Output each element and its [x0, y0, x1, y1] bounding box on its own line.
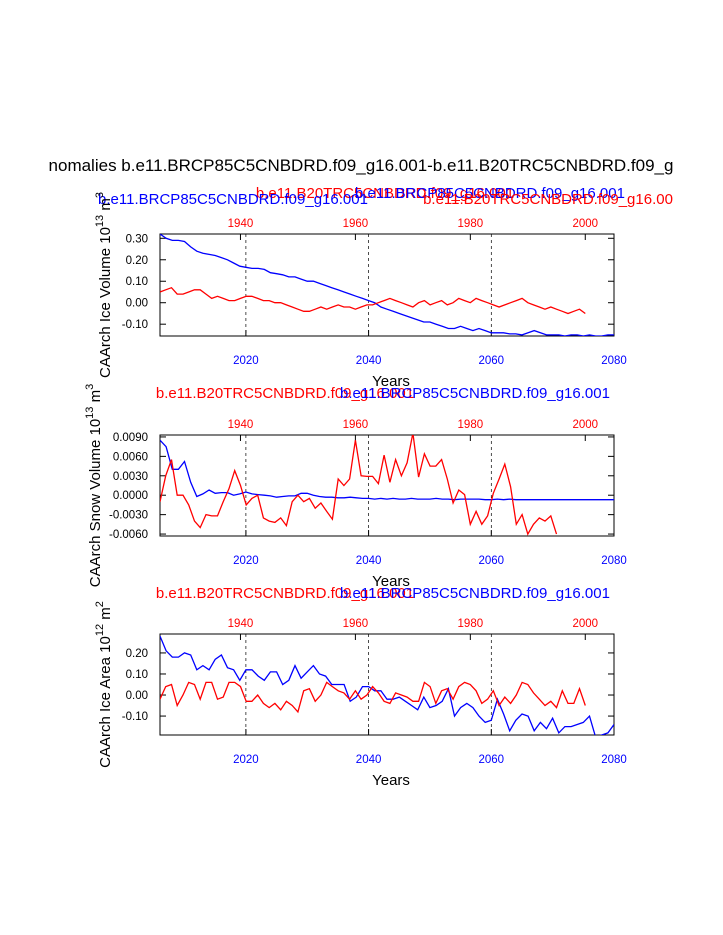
series-line-brcp85 — [160, 234, 614, 336]
bottom-tick-label: 2080 — [601, 555, 627, 567]
chart-panel-ice-area: b.e11.B20TRC5CNBDRD.f09_g16.001b.e11.BRC… — [94, 585, 627, 789]
y-axis-label-exponent: 13 — [84, 407, 96, 419]
top-tick-label: 1940 — [228, 618, 254, 630]
series-line-brcp85 — [160, 439, 614, 501]
y-tick-label: -0.10 — [122, 711, 148, 723]
panel-subtitle-red: b.e11.B20TRC5CNBDRD.f09_g16.00 — [423, 191, 673, 208]
chart-panel-ice-volume: b.e11.B20TRC5CNBDRD.f09_g16.001b.e11.BRC… — [94, 185, 673, 390]
bottom-tick-label: 2040 — [356, 555, 382, 567]
y-tick-label: 0.00 — [126, 298, 148, 310]
x-axis-label: Years — [372, 373, 410, 390]
panel-title-blue: b.e11.BRCP85C5CNBDRD.f09_g16.001 — [340, 385, 610, 402]
y-axis-label-text: CAArch Ice Volume 10 — [97, 227, 114, 378]
bottom-tick-label: 2020 — [233, 754, 259, 766]
y-tick-label: -0.0030 — [109, 510, 148, 522]
y-axis-label: CAArch Snow Volume 1013 m3 — [84, 384, 104, 587]
top-tick-label: 2000 — [572, 618, 598, 630]
x-axis-label: Years — [372, 573, 410, 590]
top-tick-label: 1940 — [228, 218, 254, 230]
y-tick-label: 0.0090 — [113, 432, 148, 444]
top-tick-label: 1980 — [458, 218, 484, 230]
y-axis-label-exponent: 13 — [94, 215, 106, 227]
y-tick-label: -0.10 — [122, 319, 148, 331]
y-tick-label: 0.20 — [126, 255, 148, 267]
top-tick-label: 1960 — [343, 419, 369, 431]
plot-frame — [159, 233, 615, 337]
top-tick-label: 1940 — [228, 419, 254, 431]
y-axis-label-exponent: 12 — [94, 624, 106, 636]
chart-panel-snow-volume: b.e11.B20TRC5CNBDRD.f09_g16.001b.e11.BRC… — [84, 384, 627, 590]
panel-subtitle-blue: b.e11.BRCP85C5CNBDRD.f09_g16.001 — [98, 191, 368, 208]
y-axis-label-text: CAArch Snow Volume 10 — [87, 419, 104, 587]
top-tick-label: 1980 — [458, 618, 484, 630]
y-tick-label: 0.20 — [126, 648, 148, 660]
top-tick-label: 2000 — [572, 218, 598, 230]
series-line-b20trc — [160, 286, 586, 315]
bottom-tick-label: 2060 — [479, 355, 505, 367]
y-tick-label: 0.10 — [126, 669, 148, 681]
bottom-tick-label: 2080 — [601, 754, 627, 766]
y-axis-label-unit-exponent: 2 — [94, 601, 106, 607]
y-axis-label-unit: m — [97, 607, 114, 624]
y-tick-label: 0.0000 — [113, 490, 148, 502]
top-tick-label: 1960 — [343, 218, 369, 230]
panel-title-blue: b.e11.BRCP85C5CNBDRD.f09_g16.001 — [355, 185, 625, 202]
y-axis-label-unit: m — [97, 198, 114, 215]
x-axis-label: Years — [372, 772, 410, 789]
series-line-b20trc — [160, 681, 586, 714]
y-axis-label: CAArch Ice Area 1012 m2 — [94, 601, 114, 768]
y-axis-label-unit-exponent: 3 — [84, 384, 96, 390]
plot-frame — [159, 434, 615, 537]
panel-title-red: b.e11.B20TRC5CNBDRD.f09_g16.001 — [156, 385, 414, 402]
y-tick-label: 0.10 — [126, 276, 148, 288]
bottom-tick-label: 2080 — [601, 355, 627, 367]
plot-frame — [159, 633, 615, 736]
bottom-tick-label: 2040 — [356, 355, 382, 367]
series-line-brcp85 — [160, 635, 614, 735]
bottom-tick-label: 2060 — [479, 754, 505, 766]
y-axis-label-text: CAArch Ice Area 10 — [97, 636, 114, 768]
bottom-tick-label: 2040 — [356, 754, 382, 766]
panel-title-blue: b.e11.BRCP85C5CNBDRD.f09_g16.001 — [340, 585, 610, 602]
top-tick-label: 1980 — [458, 419, 484, 431]
bottom-tick-label: 2060 — [479, 555, 505, 567]
y-tick-label: 0.30 — [126, 233, 148, 245]
series-line-b20trc — [160, 435, 558, 536]
top-tick-label: 2000 — [572, 419, 598, 431]
panel-title-red: b.e11.B20TRC5CNBDRD.f09_g16.001 — [156, 585, 414, 602]
y-tick-label: -0.0060 — [109, 529, 148, 541]
y-tick-label: 0.0060 — [113, 451, 148, 463]
panel-title-red: b.e11.B20TRC5CNBDRD.f09_g16.001 — [256, 185, 514, 202]
bottom-tick-label: 2020 — [233, 355, 259, 367]
y-axis-label-unit-exponent: 3 — [94, 192, 106, 198]
y-tick-label: 0.00 — [126, 690, 148, 702]
panels: b.e11.B20TRC5CNBDRD.f09_g16.001b.e11.BRC… — [84, 185, 673, 789]
y-tick-label: 0.0030 — [113, 471, 148, 483]
bottom-tick-label: 2020 — [233, 555, 259, 567]
top-tick-label: 1960 — [343, 618, 369, 630]
y-axis-label-unit: m — [87, 390, 104, 407]
y-axis-label: CAArch Ice Volume 1013 m3 — [94, 192, 114, 378]
main-title: nomalies b.e11.BRCP85C5CNBDRD.f09_g16.00… — [49, 156, 674, 175]
